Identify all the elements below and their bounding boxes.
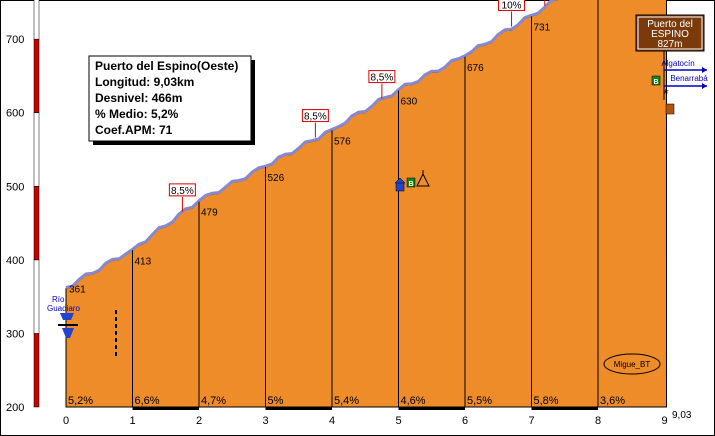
- svg-text:B: B: [408, 181, 413, 188]
- y-axis-ticks: 200300400500600700800900: [6, 34, 24, 414]
- segment-gradient: 4,7%: [201, 395, 226, 407]
- svg-text:B: B: [653, 79, 658, 86]
- segment-gradient: 3,6%: [600, 395, 625, 407]
- river-icon: [60, 313, 74, 320]
- elevation-scale-bar: [33, 0, 40, 408]
- km-elevation-label: 731: [534, 22, 551, 33]
- gradient-label: 8,5%: [370, 73, 393, 84]
- elevation-bar-segment: [33, 38, 40, 113]
- y-tick-label: 300: [6, 328, 24, 340]
- km-elevation-labels: 361413479526576630676731789827: [69, 22, 551, 296]
- x-tick-label: 0: [63, 415, 69, 427]
- stats-coef: Coef.APM: 71: [95, 123, 173, 137]
- x-tick-label: 4: [329, 415, 335, 427]
- x-tick-label: 8: [595, 415, 601, 427]
- gradient-box: [368, 70, 396, 84]
- km-elevation-label: 413: [135, 256, 152, 267]
- summit-sign-line3: 827m: [657, 39, 682, 50]
- gradient-label: 8,5%: [171, 186, 194, 197]
- km-bar-segment: [132, 407, 199, 410]
- km-bar-segment: [265, 407, 332, 410]
- x-axis: 0 1 2 3 4 5 6 7 8 9 9,03: [63, 406, 692, 427]
- elevation-bar-segment: [33, 259, 40, 334]
- arrow-right-icon: [702, 67, 707, 73]
- y-tick-label: 500: [6, 181, 24, 193]
- direction-benarraba: Benarrabá: [670, 74, 708, 83]
- summit-marker-icon: [665, 103, 675, 115]
- tent-icon: [416, 172, 430, 187]
- gradient-label: 8,5%: [304, 112, 327, 123]
- stats-box: Puerto del Espino(Oeste) Longitud: 9,03k…: [88, 55, 255, 145]
- segment-gradient: 5,2%: [68, 395, 93, 407]
- start-label-line1: Río: [52, 295, 65, 304]
- summit-icons: B *: [651, 75, 675, 115]
- km-bar-segment: [531, 407, 598, 410]
- segment-gradient: 4,6%: [401, 395, 426, 407]
- stats-medio: % Medio: 5,2%: [95, 107, 179, 121]
- x-end-label: 9,03: [672, 410, 692, 421]
- direction-algatocin: Algatocín: [661, 59, 694, 68]
- gradient-box: [168, 183, 196, 197]
- summit-sign-line2: ESPINO: [651, 29, 689, 40]
- y-tick-label: 700: [6, 34, 24, 46]
- km-divider-lines: [132, 0, 599, 407]
- mid-icons: B: [394, 170, 430, 192]
- credit-badge: Migue_BT: [603, 353, 661, 375]
- gradient-box: [301, 109, 329, 123]
- segment-gradient: 5%: [268, 395, 284, 407]
- stats-longitud: Longitud: 9,03km: [95, 75, 194, 89]
- credit-text: Migue_BT: [614, 360, 651, 369]
- x-tick-label: 6: [462, 415, 468, 427]
- km-elevation-label: 526: [268, 173, 285, 184]
- km-elevation-label: 576: [334, 136, 351, 147]
- y-tick-label: 200: [6, 402, 24, 414]
- km-elevation-label: 361: [69, 285, 86, 296]
- summit-sign: Puerto del ESPINO 827m: [635, 14, 705, 52]
- segment-gradient: 5,4%: [334, 395, 359, 407]
- km-bar-segment: [332, 407, 399, 410]
- viewpoint-star-icon: *: [663, 86, 668, 101]
- bar-icon: [651, 75, 661, 86]
- summit-sign-line1: Puerto del: [647, 19, 693, 30]
- km-bar-segment: [465, 407, 532, 410]
- km-elevation-label: 676: [467, 63, 484, 74]
- start-river: Río Guadiaro: [47, 295, 80, 338]
- x-tick-label: 7: [528, 415, 534, 427]
- segment-gradient: 5,5%: [467, 395, 492, 407]
- km-elevation-label: 479: [201, 208, 218, 219]
- x-tick-label: 5: [395, 415, 401, 427]
- profile-line: [65, 0, 559, 290]
- y-tick-label: 600: [6, 108, 24, 120]
- house-icon: [395, 181, 405, 192]
- segment-gradient: 6,6%: [135, 395, 160, 407]
- x-tick-label: 3: [262, 415, 268, 427]
- km-bar-segment: [598, 407, 665, 410]
- km-elevation-label: 630: [401, 97, 418, 108]
- km-bar-segment: [199, 407, 266, 410]
- km-bar-segment: [398, 407, 465, 410]
- segment-gradient: 5,8%: [534, 395, 559, 407]
- x-tick-label: 1: [129, 415, 135, 427]
- stats-desnivel: Desnivel: 466m: [95, 91, 182, 105]
- bar-icon: [406, 177, 416, 188]
- km-bar-segment: [66, 407, 133, 410]
- y-tick-label: 400: [6, 255, 24, 267]
- direction-signs: Algatocín Benarrabá: [661, 59, 708, 89]
- elevation-bar-segment: [33, 0, 40, 40]
- peak-gradient-markers: 8,5%8,5%8,5%10%8,5%10%7,5%: [168, 0, 546, 212]
- elevation-bar-segment: [33, 186, 40, 261]
- start-label-line2: Guadiaro: [47, 304, 80, 313]
- elevation-bar-segment: [33, 112, 40, 187]
- arrow-right-icon: [702, 83, 707, 89]
- gradient-label: 10%: [502, 0, 522, 11]
- gradient-box: [498, 0, 526, 11]
- segment-gradient-labels: 5,2% 6,6% 4,7% 5% 5,4% 4,6% 5,5% 5,8% 3,6%: [68, 395, 625, 407]
- stats-title: Puerto del Espino(Oeste): [95, 59, 238, 73]
- x-tick-label: 9: [661, 415, 667, 427]
- elevation-bar-segment: [33, 333, 40, 408]
- x-tick-label: 2: [196, 415, 202, 427]
